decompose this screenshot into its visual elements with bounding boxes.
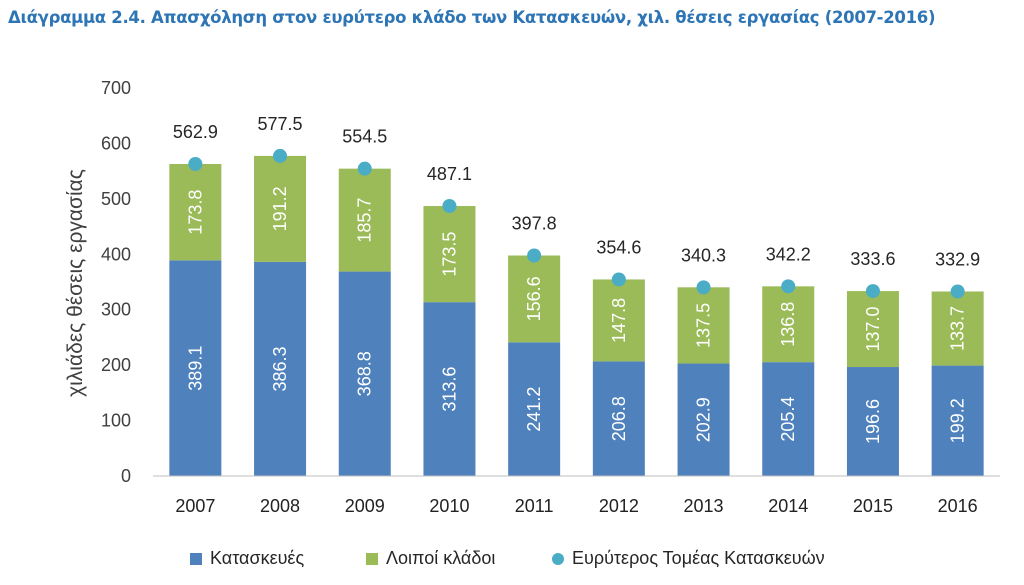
bar-label-construction: 205.4 <box>778 397 798 442</box>
bar-label-construction: 368.8 <box>355 351 375 396</box>
total-label: 487.1 <box>427 164 472 184</box>
x-tick-label: 2014 <box>768 496 808 516</box>
legend-item-other-sectors: Λοιποί κλάδοι <box>366 548 495 569</box>
y-tick-label: 0 <box>121 466 131 486</box>
total-marker <box>865 284 880 299</box>
bar-label-other-sectors: 191.2 <box>270 186 290 231</box>
legend-label-other-sectors: Λοιποί κλάδοι <box>386 548 496 568</box>
bar-construction <box>846 367 899 476</box>
bar-label-other-sectors: 185.7 <box>355 198 375 243</box>
bar-construction <box>508 342 561 476</box>
bar-label-other-sectors: 137.0 <box>863 307 883 352</box>
x-tick-label: 2009 <box>345 496 385 516</box>
x-tick-label: 2008 <box>260 496 300 516</box>
legend-label-wider-sector: Ευρύτερος Τομέας Κατασκευών <box>572 548 825 568</box>
total-label: 342.2 <box>766 244 811 264</box>
bar-construction <box>592 361 645 476</box>
bar-construction <box>254 261 307 476</box>
total-marker <box>696 280 711 295</box>
x-axis: 2007 2008 2009 2010 2011 2012 2013 2014 2015 2016 <box>175 496 977 516</box>
total-marker <box>950 284 965 299</box>
bar-label-construction: 313.6 <box>439 367 459 412</box>
total-marker <box>273 148 288 163</box>
bar-label-other-sectors: 173.5 <box>439 232 459 277</box>
y-axis: 0 100 200 300 400 500 600 700 <box>101 78 131 486</box>
bar-construction <box>931 365 984 476</box>
y-tick-label: 600 <box>101 133 131 153</box>
bar-other-sectors <box>508 255 561 343</box>
legend-label-construction: Κατασκευές <box>210 548 305 568</box>
total-label: 562.9 <box>173 122 218 142</box>
y-tick-label: 700 <box>101 78 131 98</box>
bar-other-sectors <box>677 287 730 364</box>
chart-title: Διάγραμμα 2.4. Απασχόληση στον ευρύτερο … <box>8 8 936 27</box>
bar-label-other-sectors: 133.7 <box>948 306 968 351</box>
bar-construction <box>423 302 476 476</box>
bar-label-construction: 241.2 <box>524 387 544 432</box>
bar-other-sectors <box>338 168 391 272</box>
total-label: 332.9 <box>935 249 980 269</box>
legend-marker-wider-sector <box>552 552 564 565</box>
bar-other-sectors <box>762 286 815 363</box>
total-label: 333.6 <box>850 249 895 269</box>
bar-label-other-sectors: 173.8 <box>185 190 205 235</box>
x-tick-label: 2010 <box>429 496 469 516</box>
bar-label-other-sectors: 147.8 <box>609 298 629 343</box>
total-markers-group <box>188 148 965 299</box>
bar-other-sectors <box>592 279 645 362</box>
x-tick-label: 2007 <box>175 496 215 516</box>
total-label: 554.5 <box>342 127 387 147</box>
x-tick-label: 2012 <box>599 496 639 516</box>
legend-swatch-other-sectors <box>366 552 378 565</box>
bar-label-construction: 196.6 <box>863 399 883 444</box>
y-tick-label: 500 <box>101 189 131 209</box>
legend: Κατασκευές Λοιποί κλάδοι Ευρύτερος Τομέα… <box>0 548 1024 574</box>
bar-label-construction: 199.2 <box>948 398 968 443</box>
total-label: 577.5 <box>258 114 303 134</box>
bar-label-construction: 206.8 <box>609 396 629 441</box>
x-tick-label: 2013 <box>684 496 724 516</box>
total-marker <box>611 272 626 287</box>
total-labels-group: 562.9 577.5 554.5 487.1 397.8 354.6 340.3 342.2… <box>173 114 980 270</box>
bar-label-construction: 389.1 <box>185 346 205 391</box>
total-label: 354.6 <box>596 237 641 257</box>
bar-construction <box>169 260 222 476</box>
y-tick-label: 200 <box>101 355 131 375</box>
legend-item-construction: Κατασκευές <box>190 548 304 569</box>
bar-other-sectors <box>169 163 222 261</box>
bar-construction <box>677 363 730 476</box>
bar-label-other-sectors: 156.6 <box>524 276 544 321</box>
legend-swatch-construction <box>190 552 202 565</box>
x-tick-label: 2016 <box>938 496 978 516</box>
y-tick-label: 300 <box>101 300 131 320</box>
bar-construction <box>762 362 815 476</box>
legend-item-wider-sector: Ευρύτερος Τομέας Κατασκευών <box>552 548 825 569</box>
total-marker <box>781 279 796 294</box>
total-marker <box>188 156 203 171</box>
x-tick-label: 2015 <box>853 496 893 516</box>
total-label: 397.8 <box>512 214 557 234</box>
bar-other-sectors <box>254 155 307 262</box>
bar-other-sectors <box>846 291 899 368</box>
bar-label-other-sectors: 137.5 <box>694 303 714 348</box>
y-tick-label: 100 <box>101 411 131 431</box>
total-label: 340.3 <box>681 245 726 265</box>
bars-group: 389.1 173.8 386.3 191.2 368.8 185.7 313.6 173.5… <box>169 155 984 476</box>
total-marker <box>442 199 457 214</box>
total-marker <box>357 161 372 176</box>
y-tick-label: 400 <box>101 244 131 264</box>
x-tick-label: 2011 <box>515 496 554 516</box>
bar-label-construction: 386.3 <box>270 346 290 391</box>
bar-label-other-sectors: 136.8 <box>778 302 798 347</box>
total-marker <box>527 248 542 263</box>
bar-other-sectors <box>931 291 984 366</box>
bar-construction <box>338 271 391 476</box>
y-axis-label: χιλιάδες θέσεις εργασίας <box>64 169 87 397</box>
bar-label-construction: 202.9 <box>694 397 714 442</box>
bar-other-sectors <box>423 206 476 303</box>
